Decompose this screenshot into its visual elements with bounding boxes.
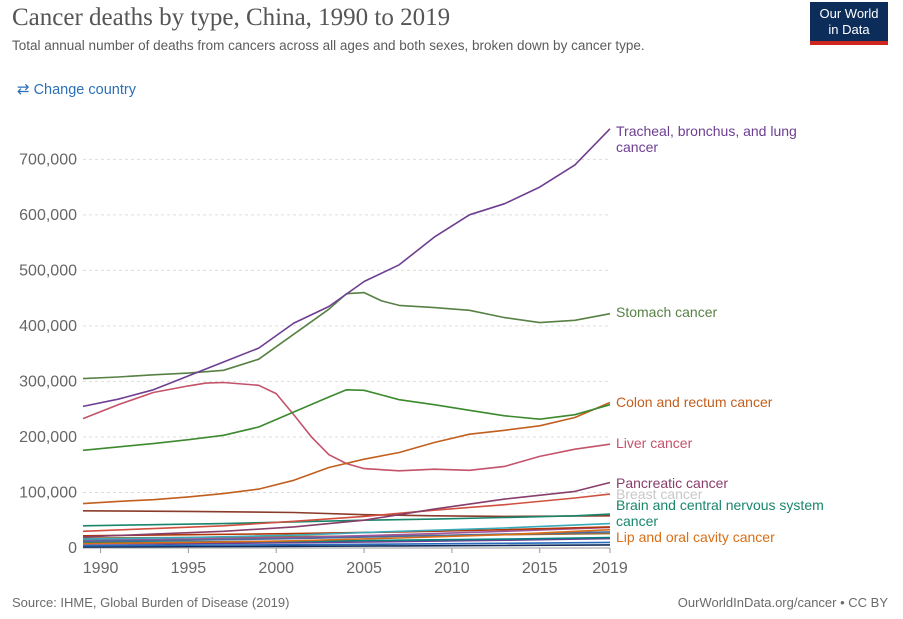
series-line-leukemia[interactable] — [82, 510, 611, 518]
series-label[interactable]: Brain and central nervous system cancer — [616, 497, 824, 529]
series-line-pancreatic-cancer[interactable] — [82, 481, 611, 538]
series-line-esophageal-cancer[interactable] — [82, 388, 611, 452]
chart-subtitle: Total annual number of deaths from cance… — [12, 38, 645, 53]
x-tick-label: 2010 — [434, 560, 470, 577]
swap-arrows-icon: ⇄ — [17, 81, 30, 98]
y-axis-tick-labels: 0 100,000 200,000 300,000 400,000 500,000 600,… — [19, 151, 77, 557]
logo-line-1: Our World — [819, 6, 879, 21]
owid-logo[interactable]: Our World in Data — [810, 2, 888, 45]
x-tick-label: 2005 — [346, 560, 382, 577]
chart-title: Cancer deaths by type, China, 1990 to 20… — [12, 4, 451, 31]
series-label[interactable]: Pancreatic cancer — [616, 475, 728, 491]
series-label[interactable]: Stomach cancer — [616, 304, 717, 320]
y-tick-label: 0 — [68, 540, 77, 557]
series-line-other-series-1[interactable] — [82, 522, 611, 540]
y-tick-label: 700,000 — [19, 151, 77, 168]
series-lines — [82, 128, 611, 548]
series-line-tracheal-bronchus-and-lung-cancer[interactable] — [82, 128, 611, 408]
y-tick-label: 500,000 — [19, 262, 77, 279]
change-country-label: Change country — [33, 82, 136, 98]
series-label[interactable]: Liver cancer — [616, 435, 693, 451]
logo-line-2: in Data — [828, 22, 870, 37]
series-line-other-series-9[interactable] — [82, 544, 611, 548]
series-label[interactable]: Tracheal, bronchus, and lung cancer — [616, 123, 797, 155]
series-line-lip-and-oral-cavity-cancer[interactable] — [82, 528, 611, 545]
x-axis-tick-labels: 1990 1995 2000 2005 2010 2015 2019 — [83, 548, 628, 577]
y-tick-label: 400,000 — [19, 318, 77, 335]
source-note: Source: IHME, Global Burden of Disease (… — [12, 595, 290, 610]
series-labels: Tracheal, bronchus, and lung cancer Stomac… — [616, 123, 824, 545]
series-label[interactable]: Breast cancer — [616, 486, 703, 502]
license-link[interactable]: OurWorldInData.org/cancer • CC BY — [677, 595, 888, 610]
series-line-breast-cancer[interactable] — [82, 493, 611, 533]
series-label[interactable]: Colon and rectum cancer — [616, 394, 773, 410]
series-line-other-series-4[interactable] — [82, 526, 611, 541]
y-tick-label: 200,000 — [19, 429, 77, 446]
y-tick-label: 600,000 — [19, 207, 77, 224]
x-tick-label: 2015 — [522, 560, 558, 577]
grid-lines — [83, 158, 610, 549]
series-line-other-series-7[interactable] — [82, 537, 611, 545]
logo-accent-bar — [810, 41, 888, 45]
series-line-other-series-6[interactable] — [82, 541, 611, 547]
x-tick-label: 1995 — [171, 560, 207, 577]
series-line-stomach-cancer[interactable] — [82, 291, 611, 380]
series-label[interactable]: Lip and oral cavity cancer — [616, 529, 775, 545]
change-country-button[interactable]: ⇄ Change country — [17, 80, 136, 98]
x-tick-label: 1990 — [83, 560, 119, 577]
x-tick-label: 2019 — [592, 560, 628, 577]
series-line-colon-and-rectum-cancer[interactable] — [82, 401, 611, 505]
x-tick-label: 2000 — [258, 560, 294, 577]
y-tick-label: 300,000 — [19, 373, 77, 390]
y-tick-label: 100,000 — [19, 484, 77, 501]
series-line-liver-cancer[interactable] — [82, 381, 611, 472]
